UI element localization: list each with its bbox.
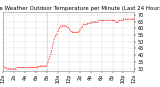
Title: Milwaukee Weather Outdoor Temperature per Minute (Last 24 Hours): Milwaukee Weather Outdoor Temperature pe… (0, 6, 160, 11)
